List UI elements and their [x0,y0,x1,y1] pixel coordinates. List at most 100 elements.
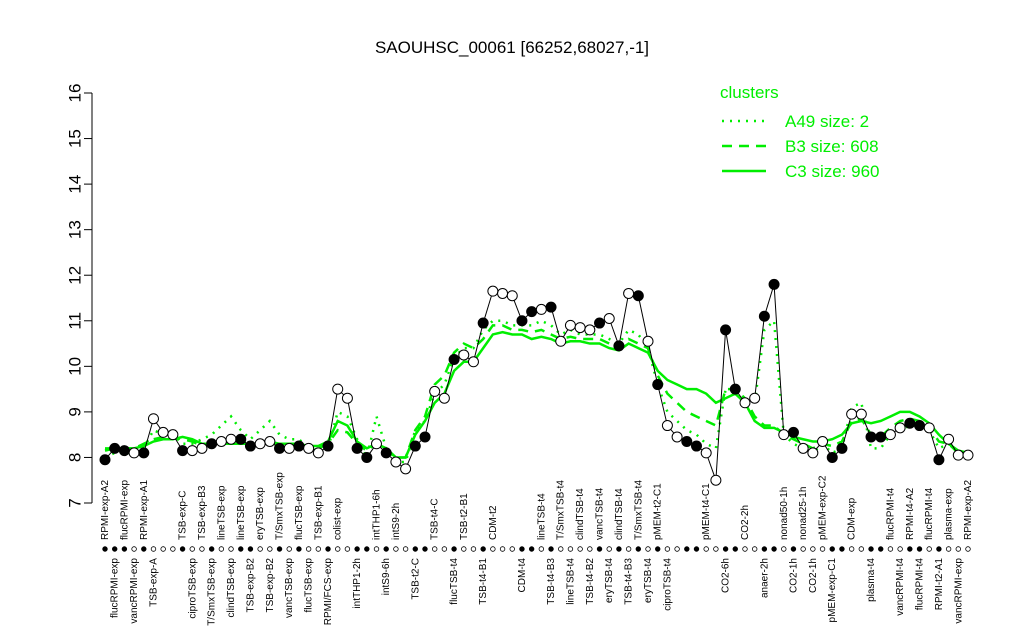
sample-strip-dot [703,546,709,552]
x-tick-label: RPMI-exp-A2 [100,480,111,540]
x-tick-label: flucTSB-t4 [449,558,460,605]
chart-title: SAOUHSC_00061 [66252,68027,-1] [375,38,649,57]
sample-strip-dot [645,546,651,552]
x-tick-label: TSB-exp-C [178,491,189,540]
sample-strip-dot [276,546,283,552]
sample-point [729,383,741,395]
sample-point [332,383,344,395]
sample-strip-dot [141,546,147,552]
sample-point [545,301,557,313]
y-tick-label: 10 [65,357,84,376]
x-tick-label: RPMI-t4-A2 [905,487,916,540]
x-tick-label: nonad25-1h [798,487,809,540]
sample-point [933,454,945,466]
sample-strip-dot [606,546,612,552]
sample-point [943,433,955,445]
sample-point [264,436,276,447]
sample-point [341,392,353,404]
sample-point [720,324,732,336]
sample-strip-dot [664,546,671,552]
x-tick-label: CO2-1h [788,558,799,593]
sample-strip-dot [490,546,496,552]
x-tick-label: pMEM-t4-C1 [701,483,712,540]
sample-strip-dot [422,546,428,552]
sample-strip-dot [713,546,719,552]
sample-point [632,290,644,302]
sample-strip-dot [790,546,797,552]
sample-point [826,451,838,463]
x-tick-label: TSB-exp-B1 [313,485,324,540]
sample-point [555,335,567,347]
sample-point [904,417,916,429]
sample-strip-dot [238,546,244,552]
sample-point [419,431,431,443]
sample-point [884,429,896,441]
x-tick-label: lineTSB-exp [236,485,247,540]
sample-strip-dot [781,546,787,552]
sample-strip-dot [897,546,903,552]
sample-point [681,436,693,447]
sample-point [409,440,421,452]
sample-strip-dot [354,546,360,552]
sample-strip-dot [441,546,448,552]
sample-point [875,431,887,443]
sample-strip-dot [247,546,254,552]
x-tick-label: plasma-exp [944,488,955,540]
x-tick-label: CO2-1h [808,558,819,593]
sample-strip-dot [480,546,486,552]
sample-point [768,278,780,290]
sample-point [700,447,712,459]
sample-strip-dot [635,546,642,552]
sample-point [952,449,964,461]
x-tick-label: intS9-6h [381,558,392,595]
sample-point [118,445,130,457]
x-tick-label: TSB-t4-B2 [585,558,596,605]
sample-strip-dot [538,546,545,552]
sample-strip-dot [373,546,380,552]
sample-point [303,442,315,454]
sample-point [516,315,528,327]
sample-point [293,440,305,452]
sample-strip-dot [616,546,622,552]
sample-point [467,356,479,368]
sample-point [99,454,111,466]
x-tick-label: TSB-exp-B2 [245,558,256,613]
x-tick-label: eryTSB-exp [255,487,266,540]
sample-point [661,420,673,432]
sample-strip-dot [228,546,234,552]
legend-label: A49 size: 2 [785,112,869,131]
x-tick-label: TSB-exp-B2 [265,558,276,613]
x-tick-label: vancRPMI-exp [129,558,140,624]
sample-strip-dot [325,546,331,552]
x-tick-label: lineTSB-t4 [565,558,576,605]
sample-strip-dot [383,546,389,552]
sample-strip-dot [461,546,467,552]
sample-point [283,442,295,454]
sample-point [196,442,208,454]
x-tick-label: CDM-exp [847,497,858,540]
x-tick-label: CDM-t2 [488,505,499,540]
sample-strip-dot [393,546,399,552]
y-tick-label: 15 [65,129,84,148]
sample-point [642,335,654,347]
sample-point [177,445,189,457]
sample-point [380,447,392,459]
sample-point [778,429,790,441]
sample-point [109,442,121,454]
sample-point [506,290,518,302]
y-tick-label: 11 [65,312,84,330]
sample-strip-dot [839,546,845,552]
sample-strip-dot [470,546,477,552]
sample-strip-dot [945,546,952,552]
sample-strip-dot [364,546,370,552]
sample-point [487,285,499,297]
sample-strip-dot [170,546,176,552]
x-tick-label: flucRPMI-t4 [915,558,926,611]
sample-strip-dot [567,546,574,552]
x-tick-label: TSB-exp-A [148,558,159,607]
sample-point [497,287,509,299]
sample-strip-dot [111,546,118,552]
sample-strip-dot [218,546,225,552]
sample-strip-dot [674,546,680,552]
sample-strip-dot [742,546,748,552]
